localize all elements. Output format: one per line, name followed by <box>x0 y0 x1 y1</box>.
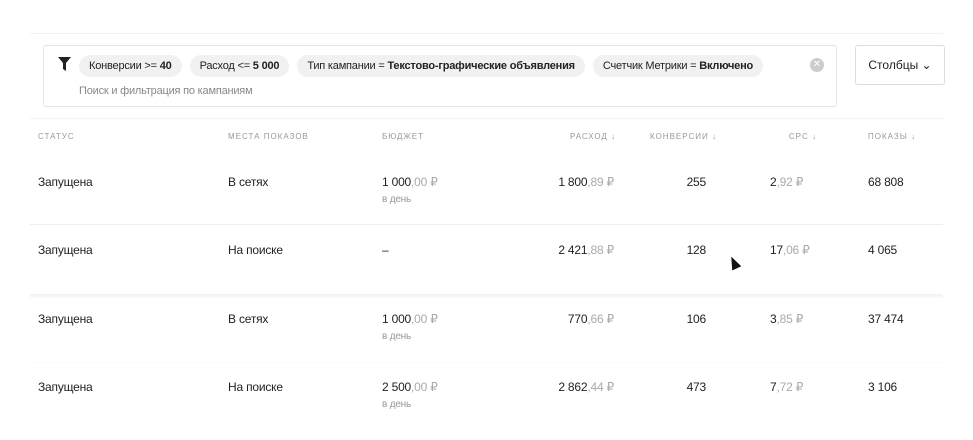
table-row[interactable]: Запущена На поиске 2 500,00 ₽ в день 2 86… <box>0 380 973 440</box>
divider <box>30 33 943 34</box>
places-cell: На поиске <box>228 380 283 394</box>
clear-filters-icon[interactable]: ✕ <box>810 58 824 72</box>
conversions-cell: 255 <box>686 175 707 189</box>
filter-chip-metrika[interactable]: Счетчик Метрики = Включено <box>592 55 764 77</box>
header-status: СТАТУС <box>38 132 75 141</box>
status-cell: Запущена <box>38 175 93 189</box>
shows-cell: 4 065 <box>868 243 898 257</box>
places-cell: В сетях <box>228 175 269 189</box>
conversions-cell: 128 <box>686 243 707 257</box>
shows-cell: 3 106 <box>868 380 898 394</box>
spend-cell: 2 421,88 ₽ <box>558 243 614 257</box>
shows-cell: 68 808 <box>868 175 904 189</box>
header-conversions[interactable]: КОНВЕРСИИ ↓ <box>650 132 717 141</box>
table-row[interactable]: Запущена В сетях 1 000,00 ₽ в день 1 800,… <box>0 175 973 235</box>
header-places: МЕСТА ПОКАЗОВ <box>228 132 309 141</box>
status-cell: Запущена <box>38 243 93 257</box>
filter-chip-conversions[interactable]: Конверсии >= 40 <box>79 55 182 77</box>
budget-cell[interactable]: 1 000,00 ₽ в день <box>382 312 438 342</box>
filter-chip-spend[interactable]: Расход <= 5 000 <box>189 55 290 77</box>
budget-cell[interactable]: 2 500,00 ₽ в день <box>382 380 438 410</box>
divider <box>30 294 943 298</box>
budget-cell[interactable]: – <box>382 243 389 257</box>
places-cell: В сетях <box>228 312 269 326</box>
divider <box>30 118 943 119</box>
spend-cell: 2 862,44 ₽ <box>558 380 614 394</box>
places-cell: На поиске <box>228 243 283 257</box>
budget-cell[interactable]: 1 000,00 ₽ в день <box>382 175 438 205</box>
columns-button[interactable]: Столбцы ⌄ <box>855 45 945 85</box>
cpc-cell: 17,06 ₽ <box>770 243 810 257</box>
search-input[interactable]: Поиск и фильтрация по кампаниям <box>79 85 253 97</box>
filter-chip-campaign-type[interactable]: Тип кампании = Текстово-графические объя… <box>297 55 585 77</box>
filter-icon <box>58 57 71 71</box>
header-cpc[interactable]: CPC ↓ <box>788 132 817 141</box>
chevron-down-icon: ⌄ <box>921 58 932 72</box>
spend-cell: 770,66 ₽ <box>567 312 614 326</box>
filter-bar[interactable]: Конверсии >= 40 Расход <= 5 000 Тип камп… <box>43 45 837 107</box>
divider <box>30 224 943 225</box>
cpc-cell: 3,85 ₽ <box>770 312 804 326</box>
header-shows[interactable]: ПОКАЗЫ ↓ <box>868 132 917 141</box>
header-spend[interactable]: РАСХОД ↓ <box>569 132 616 141</box>
status-cell: Запущена <box>38 312 93 326</box>
table-row[interactable]: Запущена На поиске – 2 421,88 ₽ 128 17,0… <box>0 243 973 303</box>
spend-cell: 1 800,89 ₽ <box>558 175 614 189</box>
shows-cell: 37 474 <box>868 312 904 326</box>
table-row[interactable]: Запущена В сетях 1 000,00 ₽ в день 770,66… <box>0 312 973 372</box>
cpc-cell: 2,92 ₽ <box>770 175 804 189</box>
conversions-cell: 473 <box>686 380 707 394</box>
header-budget: БЮДЖЕТ <box>382 132 425 141</box>
cpc-cell: 7,72 ₽ <box>770 380 804 394</box>
conversions-cell: 106 <box>686 312 707 326</box>
divider <box>30 362 943 363</box>
status-cell: Запущена <box>38 380 93 394</box>
